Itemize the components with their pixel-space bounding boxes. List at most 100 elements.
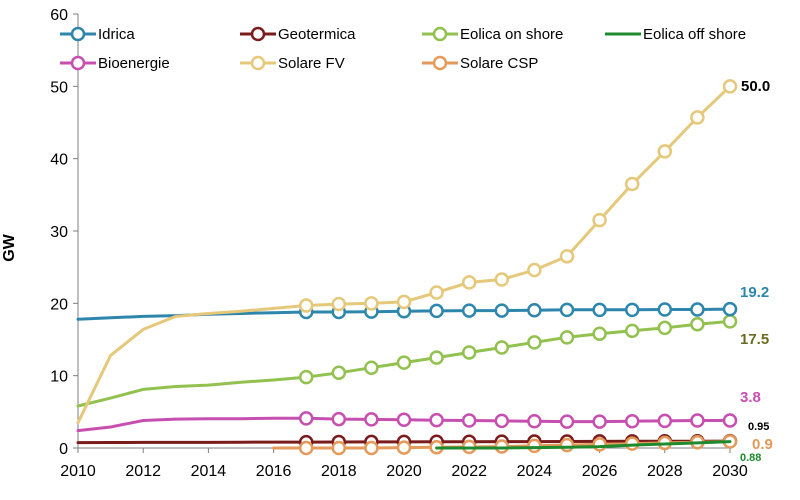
data-point (298, 440, 314, 456)
data-point (331, 296, 347, 312)
legend-label: Eolica off shore (643, 26, 746, 43)
x-tick-label: 2024 (517, 463, 553, 480)
data-point (429, 350, 444, 365)
data-point (298, 411, 314, 426)
legend-label: Eolica on shore (460, 26, 563, 43)
data-point (331, 440, 347, 456)
x-tick-label: 2028 (647, 463, 683, 480)
data-point (527, 335, 542, 350)
end-label-bioenergie: 3.8 (740, 389, 761, 406)
data-point (494, 272, 510, 287)
legend-label: Solare CSP (460, 55, 538, 72)
end-label-geotermica: 0.95 (748, 421, 769, 433)
data-point (364, 296, 379, 311)
x-tick-label: 2016 (256, 463, 292, 480)
data-point (559, 437, 575, 453)
end-label-solare-csp: 0.9 (752, 436, 773, 453)
legend-swatch-marker (432, 55, 448, 71)
data-point (657, 302, 673, 317)
end-labels: 50.0 19.2 17.5 3.8 0.95 0.90.88 (740, 78, 773, 464)
data-point (690, 302, 705, 317)
data-point (429, 303, 444, 319)
data-point (722, 314, 738, 329)
data-point (624, 323, 640, 339)
legend-item-geotermica: Geotermica (240, 26, 356, 43)
legend-item-idrica: Idrica (60, 26, 135, 43)
series-line (435, 440, 732, 450)
data-point (396, 294, 412, 310)
data-point (429, 285, 444, 300)
legend-label: Solare FV (278, 55, 345, 72)
end-label-eolica-on-shore: 17.5 (740, 331, 769, 348)
series-bioenergie (76, 411, 738, 433)
data-point (331, 365, 347, 381)
data-point (494, 340, 510, 355)
data-point (592, 212, 607, 228)
legend-swatch-marker (70, 55, 86, 71)
legend-label: Bioenergie (98, 55, 170, 72)
data-point (396, 412, 412, 428)
data-point (592, 437, 607, 452)
y-tick-label: 30 (50, 224, 68, 241)
x-tick-label: 2018 (321, 463, 357, 480)
end-label-eolica-off-shore: 0.88 (740, 452, 761, 464)
data-point (429, 412, 444, 428)
series-eolica-on-shore (76, 314, 738, 408)
legend-item-solare-fv: Solare FV (240, 55, 345, 72)
data-point (624, 413, 640, 429)
legend-swatch-marker (432, 26, 448, 42)
x-tick-label: 2014 (191, 463, 227, 480)
data-point (364, 360, 379, 375)
data-point (527, 438, 542, 454)
data-point (690, 413, 705, 428)
data-point (559, 302, 575, 318)
data-point (690, 110, 705, 125)
data-point (559, 249, 575, 264)
x-tick-label: 2030 (712, 463, 748, 480)
data-point (527, 262, 542, 278)
legend: Idrica Geotermica Eolica on shore Eolica of… (60, 26, 746, 72)
data-point (461, 413, 477, 428)
end-label-idrica: 19.2 (740, 284, 769, 301)
data-point (722, 413, 738, 428)
data-point (592, 326, 607, 341)
legend-label: Idrica (98, 26, 135, 43)
data-point (298, 369, 314, 385)
y-tick-label: 0 (59, 441, 68, 458)
y-tick-label: 20 (50, 296, 68, 313)
data-point (396, 355, 412, 370)
data-point (722, 79, 738, 94)
data-point (559, 414, 575, 429)
data-point (461, 303, 477, 318)
y-axis-title: GW (1, 233, 18, 261)
data-point (298, 298, 314, 313)
x-tick-label: 2010 (60, 463, 96, 480)
legend-swatch-marker (70, 26, 86, 42)
end-label-solare-fv: 50.0 (741, 78, 770, 95)
data-point (624, 302, 640, 318)
data-point (461, 345, 477, 360)
data-point (364, 412, 379, 427)
data-point (722, 301, 738, 317)
data-point (364, 440, 379, 456)
legend-item-eolica-on-shore: Eolica on shore (422, 26, 563, 43)
data-point (494, 413, 510, 429)
data-point (461, 275, 477, 290)
data-point (657, 320, 673, 336)
y-tick-label: 60 (50, 7, 68, 24)
data-point (331, 411, 347, 427)
data-point (657, 144, 673, 159)
x-tick-label: 2012 (125, 463, 161, 480)
data-point (592, 414, 607, 429)
x-tick-label: 2026 (582, 463, 618, 480)
data-point (690, 317, 705, 332)
legend-label: Geotermica (278, 26, 356, 43)
data-point (624, 176, 640, 192)
legend-item-eolica-off-shore: Eolica off shore (605, 26, 746, 43)
data-point (494, 303, 510, 318)
x-tick-label: 2020 (386, 463, 422, 480)
data-point (396, 440, 412, 455)
